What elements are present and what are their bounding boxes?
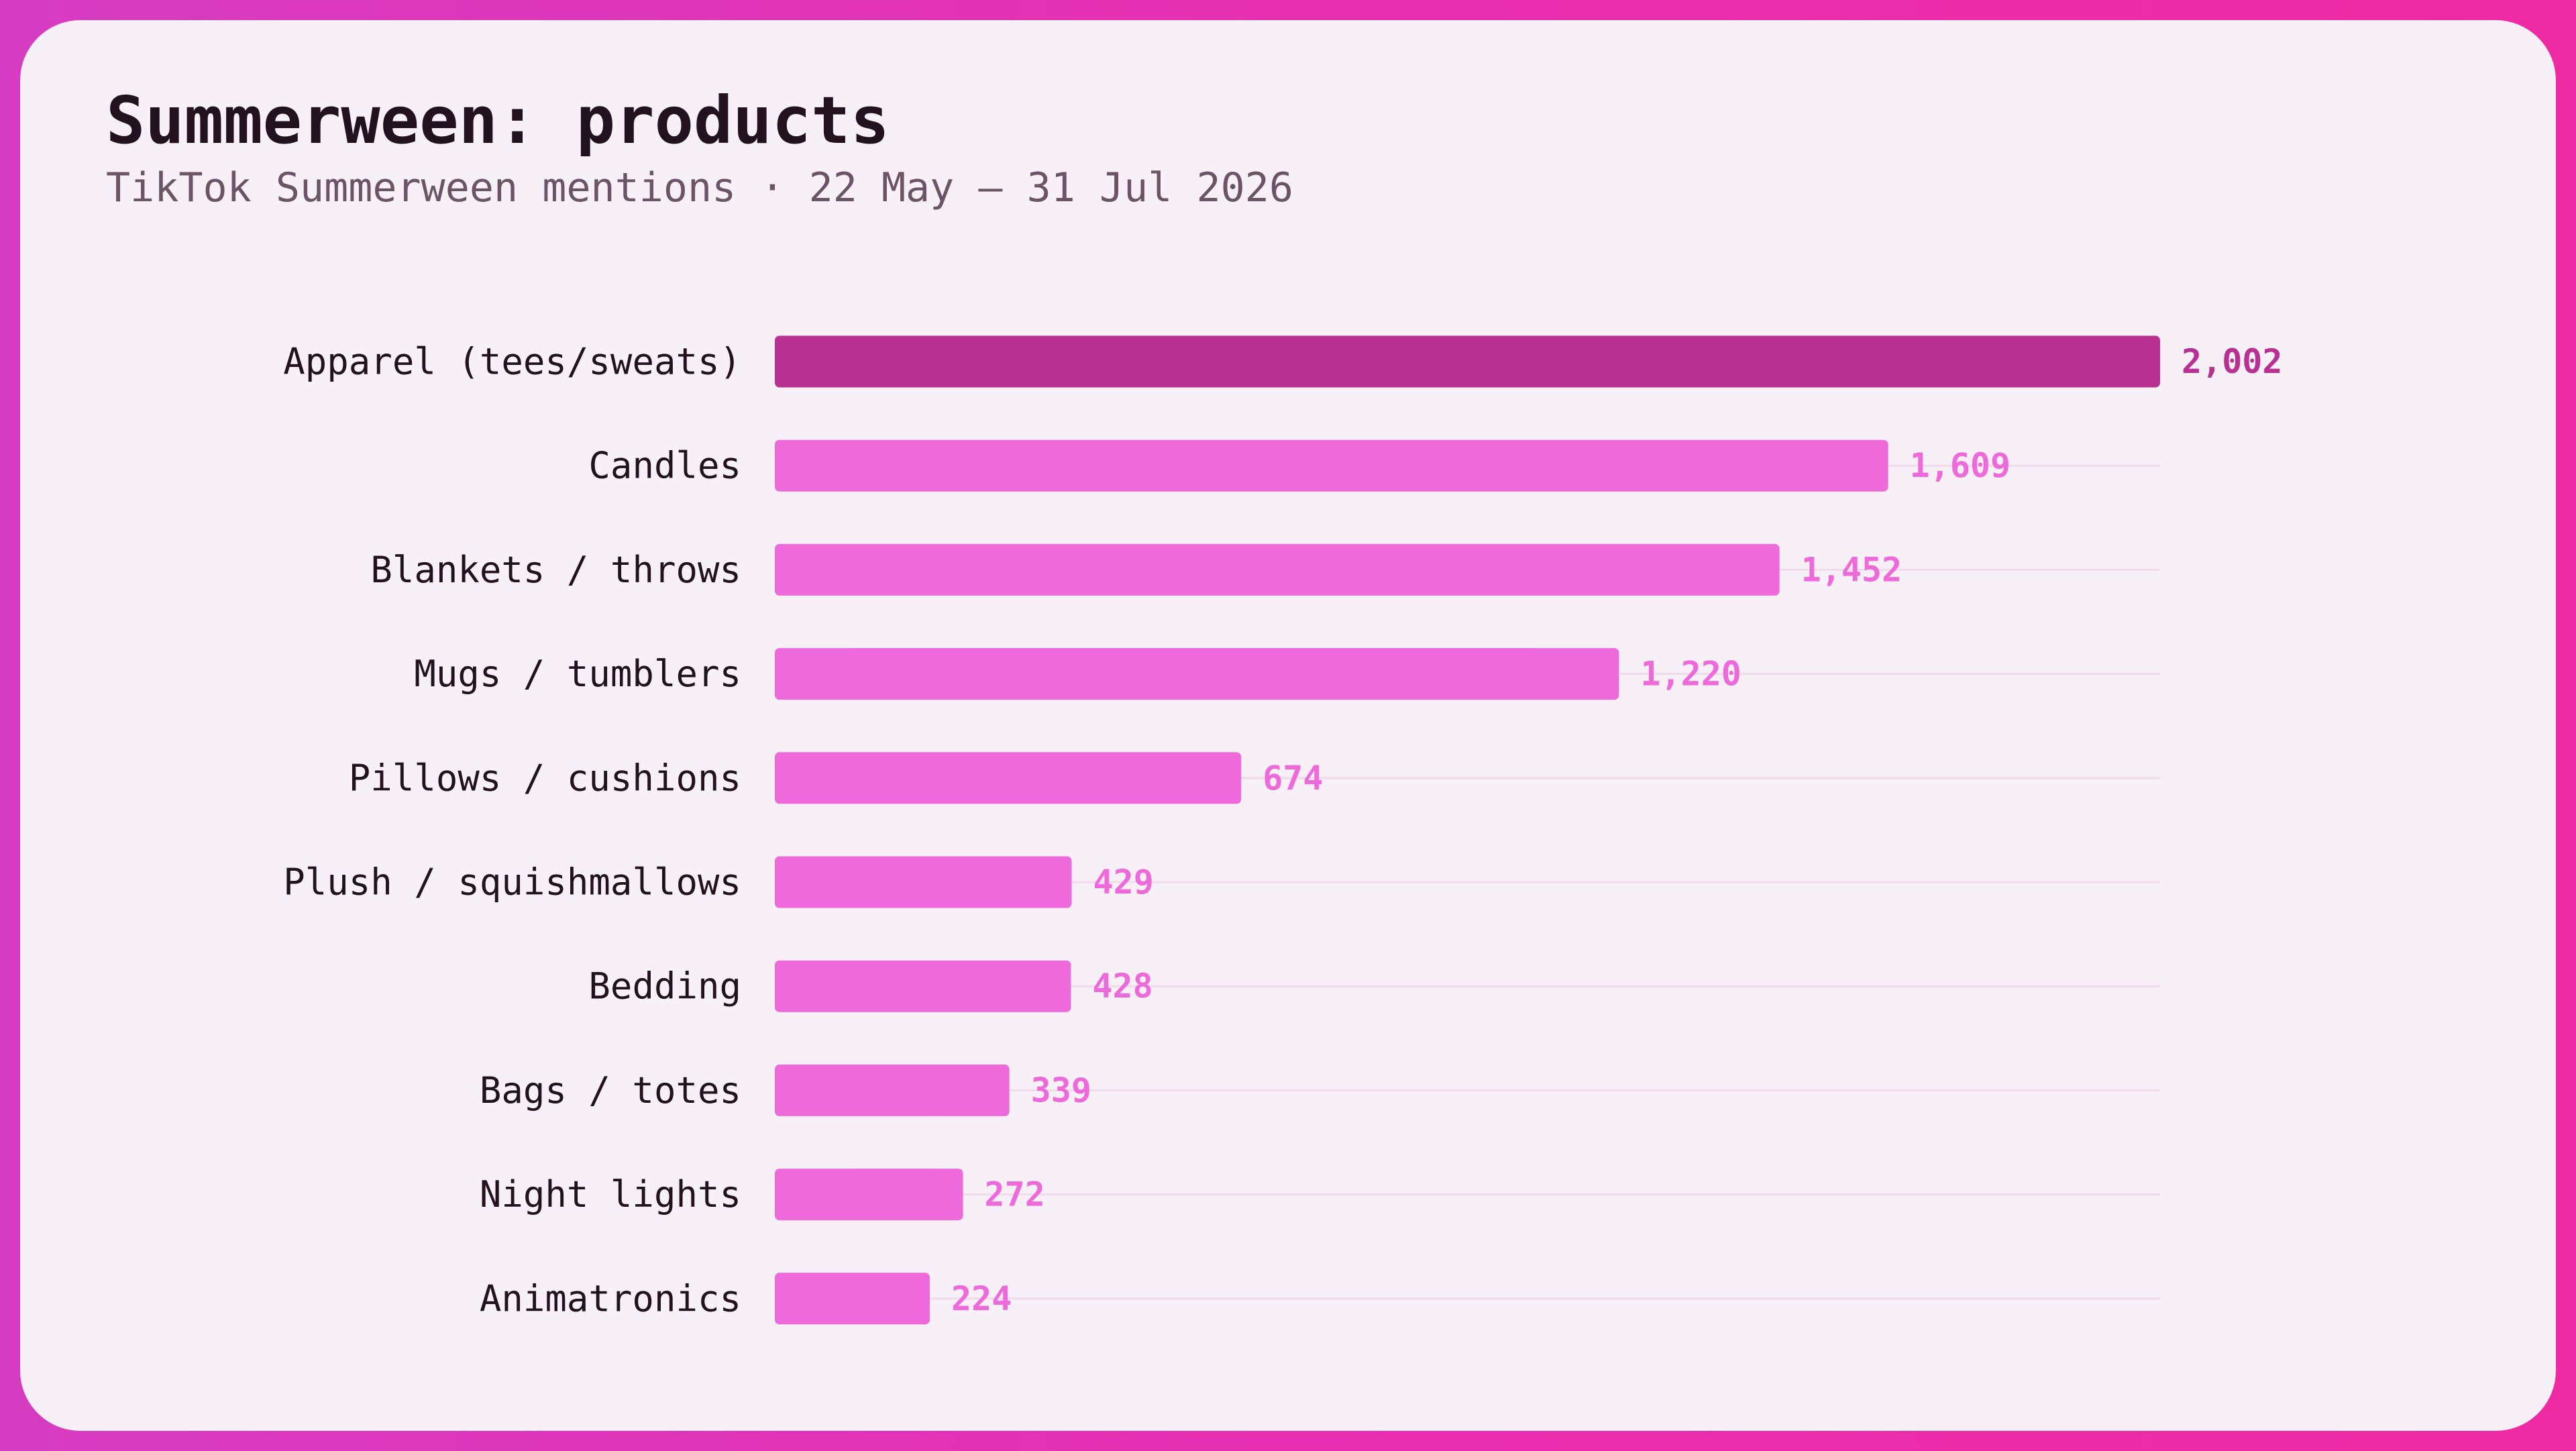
bar [775,439,1888,492]
value-label: 1,452 [1801,550,1902,589]
value-label: 1,220 [1640,655,1741,694]
bar [775,856,1072,908]
value-label: 2,002 [2182,342,2283,381]
category-label: Animatronics [480,1277,741,1320]
value-label: 339 [1031,1071,1091,1110]
category-labels: Apparel (tees/sweats) Candles Blankets / t… [283,341,741,1320]
category-label: Plush / squishmallows [283,861,741,904]
chart-title: Summerween: products [106,83,890,158]
bar [775,1064,1010,1116]
value-label: 272 [985,1175,1045,1214]
bar [775,1273,930,1325]
value-label: 674 [1263,759,1323,798]
bar [775,1169,963,1221]
category-label: Mugs / tumblers [414,653,741,695]
bar [775,335,2160,388]
value-label: 429 [1093,863,1154,902]
chart-card: Summerween: products TikTok Summerween m… [20,20,2556,1431]
bar [775,960,1071,1012]
category-label: Night lights [480,1173,741,1216]
category-label: Apparel (tees/sweats) [283,341,741,383]
value-label: 428 [1092,967,1152,1006]
category-label: Bedding [588,965,741,1008]
chart-subtitle: TikTok Summerween mentions · 22 May – 31… [106,164,1294,211]
category-label: Candles [588,445,741,487]
category-label: Pillows / cushions [349,757,741,799]
bar [775,648,1619,700]
value-label: 1,609 [1910,446,2011,485]
bar [775,752,1242,804]
category-label: Blankets / throws [370,549,741,591]
category-label: Bags / totes [480,1069,741,1112]
value-labels: 2,002 1,609 1,452 1,220 674 429 428 339 272 224 [951,342,2282,1318]
value-label: 224 [951,1279,1012,1318]
bar [775,543,1780,596]
bars [775,335,2160,1325]
gridlines [775,360,2160,1300]
